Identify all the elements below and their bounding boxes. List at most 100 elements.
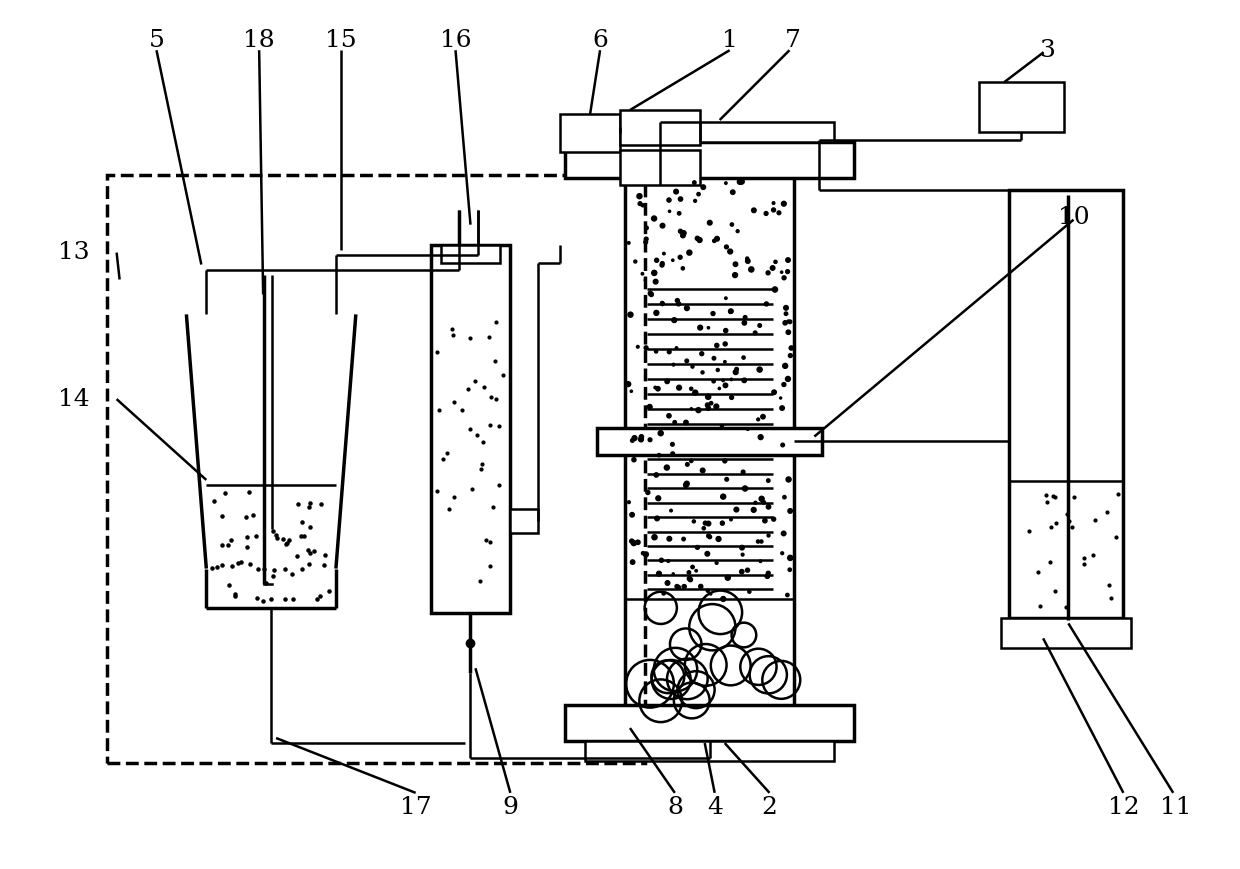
Point	[704, 351, 724, 365]
Text: 7: 7	[785, 29, 800, 52]
Point	[759, 528, 779, 542]
Point	[646, 306, 666, 320]
Text: 16: 16	[440, 29, 471, 52]
Point	[699, 530, 719, 544]
Point	[1085, 514, 1105, 527]
Bar	[978, 83, 1064, 132]
Point	[239, 486, 259, 500]
Point	[676, 415, 696, 429]
Point	[756, 297, 776, 311]
Point	[286, 549, 306, 563]
Point	[622, 555, 642, 569]
Point	[1097, 505, 1117, 519]
Point	[728, 224, 748, 238]
Point	[764, 512, 784, 526]
Point	[621, 384, 641, 398]
Point	[668, 297, 688, 311]
Point	[727, 502, 746, 516]
Point	[1109, 488, 1128, 501]
Text: 6: 6	[593, 29, 608, 52]
Point	[645, 381, 665, 395]
Point	[207, 561, 227, 574]
Point	[246, 528, 265, 542]
Point	[709, 381, 729, 395]
Point	[777, 265, 797, 279]
Point	[780, 315, 800, 328]
Point	[774, 378, 794, 392]
Point	[1043, 488, 1063, 502]
Point	[720, 244, 740, 258]
Point	[476, 534, 496, 547]
Text: 15: 15	[325, 29, 357, 52]
Point	[722, 373, 742, 387]
Point	[1045, 490, 1065, 504]
Point	[636, 221, 656, 235]
Point	[652, 297, 672, 311]
Point	[458, 382, 477, 396]
Point	[759, 567, 779, 580]
Point	[779, 253, 799, 267]
Point	[658, 193, 678, 207]
Point	[781, 341, 801, 355]
Point	[681, 381, 701, 395]
Point	[734, 350, 754, 364]
Point	[725, 269, 745, 282]
Point	[1074, 557, 1094, 571]
Point	[775, 490, 795, 504]
Point	[486, 392, 506, 406]
Point	[670, 207, 689, 221]
Point	[682, 360, 702, 374]
Point	[774, 196, 794, 210]
Point	[662, 447, 682, 461]
Point	[241, 557, 260, 571]
Point	[320, 584, 340, 598]
Point	[632, 267, 652, 281]
Point	[725, 257, 745, 271]
Point	[774, 527, 794, 541]
Point	[673, 262, 693, 275]
Point	[253, 594, 273, 607]
Point	[300, 547, 320, 561]
Point	[461, 481, 481, 495]
Point	[657, 576, 677, 590]
Point	[753, 410, 773, 424]
Point	[751, 492, 771, 506]
Point	[237, 510, 257, 524]
Point	[263, 524, 283, 538]
Text: 1: 1	[722, 29, 738, 52]
Point	[275, 562, 295, 576]
Point	[755, 514, 775, 527]
Point	[429, 403, 449, 417]
Point	[658, 554, 678, 568]
Point	[293, 562, 312, 576]
Point	[667, 580, 687, 594]
Bar	[585, 741, 835, 761]
Point	[745, 496, 765, 510]
Point	[698, 401, 718, 415]
Point	[649, 448, 668, 462]
Point	[294, 528, 314, 542]
Point	[653, 587, 673, 600]
Point	[744, 203, 764, 217]
Bar	[1001, 619, 1131, 648]
Point	[649, 381, 668, 395]
Point	[704, 234, 724, 248]
Point	[665, 415, 684, 429]
Point	[750, 362, 770, 376]
Point	[622, 434, 642, 448]
Point	[1056, 507, 1076, 521]
Point	[771, 265, 791, 279]
Point	[777, 588, 797, 602]
Point	[632, 198, 652, 212]
Point	[492, 368, 512, 381]
Point	[486, 315, 506, 328]
Point	[281, 567, 301, 580]
Point	[738, 252, 758, 266]
Point	[441, 322, 461, 336]
Point	[1064, 490, 1084, 504]
Point	[687, 541, 707, 554]
Text: 14: 14	[58, 388, 89, 411]
Point	[631, 430, 651, 444]
Point	[222, 559, 242, 573]
Point	[460, 331, 480, 345]
